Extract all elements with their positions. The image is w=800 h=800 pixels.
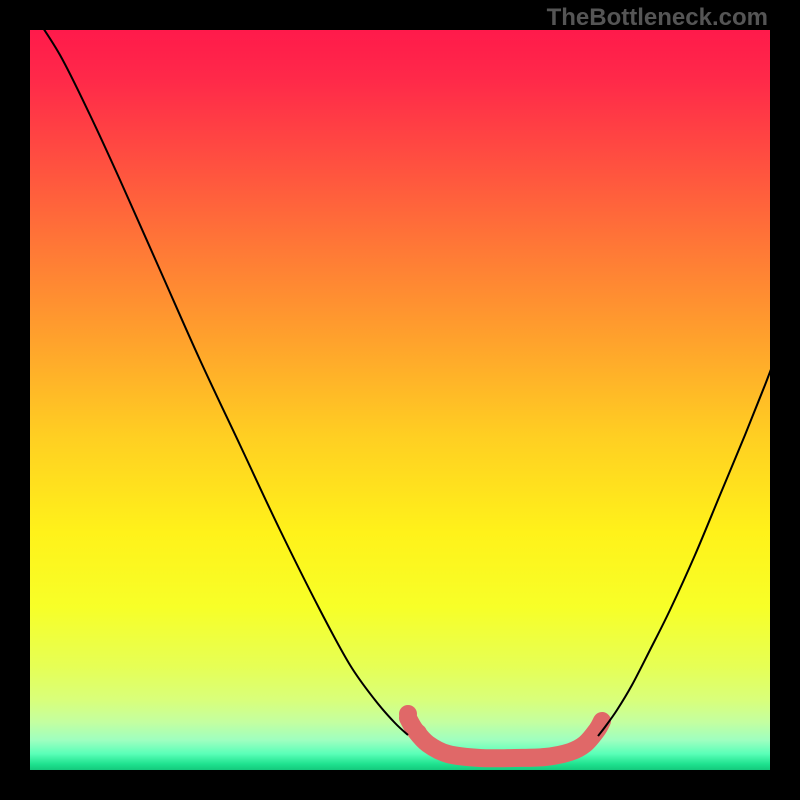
chart-svg (0, 0, 800, 800)
plot-area (30, 30, 770, 770)
watermark-text: TheBottleneck.com (547, 4, 768, 32)
chart-frame: TheBottleneck.com (0, 0, 800, 800)
